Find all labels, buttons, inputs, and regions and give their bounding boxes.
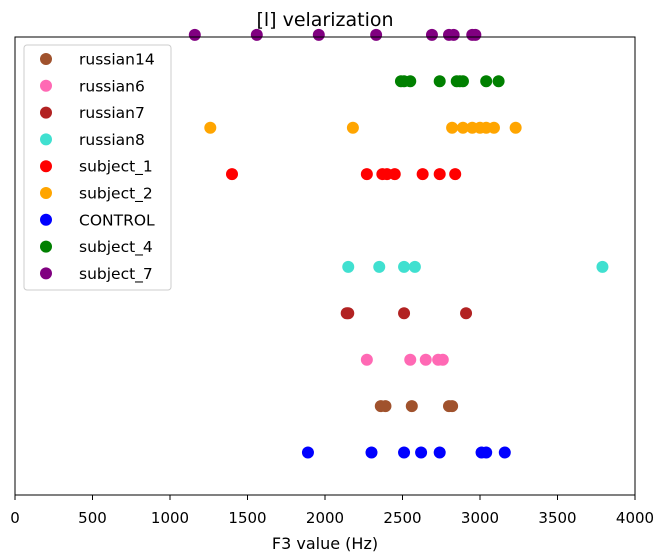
- data-point-subject-2-8: [509, 121, 522, 134]
- legend-label-control: CONTROL: [79, 211, 155, 229]
- x-tick-label-5: 2500: [383, 509, 421, 527]
- data-point-russian8-4: [596, 260, 609, 273]
- data-point-subject-7-4: [425, 28, 438, 41]
- legend-label-subject-2: subject_2: [79, 185, 153, 204]
- data-point-control-3: [415, 446, 428, 459]
- data-point-control-6: [480, 446, 493, 459]
- legend-marker-russian8: [40, 133, 52, 146]
- data-point-russian7-3: [460, 307, 473, 320]
- data-point-subject-1-6: [433, 168, 446, 181]
- data-point-russian6-1: [404, 353, 417, 366]
- data-point-subject-7-3: [370, 28, 383, 41]
- legend-label-russian8: russian8: [79, 131, 145, 149]
- data-point-russian8-1: [373, 260, 386, 273]
- x-tick-label-0: 0: [10, 509, 20, 527]
- x-tick-label-8: 4000: [616, 509, 654, 527]
- data-point-subject-4-2: [404, 75, 417, 88]
- data-point-russian8-2: [398, 260, 411, 273]
- legend-marker-subject-1: [40, 160, 52, 173]
- data-point-subject-7-8: [469, 28, 482, 41]
- legend-label-russian14: russian14: [79, 51, 155, 69]
- x-tick-label-1: 500: [78, 509, 107, 527]
- data-point-subject-4-3: [433, 75, 446, 88]
- data-point-subject-7-6: [447, 28, 460, 41]
- data-point-russian6-2: [419, 353, 432, 366]
- data-point-subject-4-7: [480, 75, 493, 88]
- data-point-subject-2-0: [204, 121, 217, 134]
- data-point-russian8-3: [408, 260, 421, 273]
- data-point-russian14-2: [405, 400, 418, 413]
- plot-frame: [14, 36, 636, 496]
- legend-label-russian7: russian7: [79, 104, 145, 122]
- data-point-control-4: [433, 446, 446, 459]
- data-points: [188, 28, 609, 459]
- legend-marker-russian6: [40, 79, 52, 92]
- x-tick-label-4: 2000: [306, 509, 344, 527]
- data-point-russian6-4: [436, 353, 449, 366]
- x-axis-label: F3 value (Hz): [272, 534, 378, 553]
- data-point-subject-1-1: [360, 168, 373, 181]
- data-point-subject-1-5: [416, 168, 429, 181]
- data-point-russian6-0: [360, 353, 373, 366]
- legend-frame: [23, 44, 172, 291]
- x-tick-label-6: 3000: [461, 509, 499, 527]
- legend-marker-russian14: [40, 53, 52, 65]
- legend-label-russian6: russian6: [79, 77, 145, 95]
- legend-marker-subject-7: [40, 267, 52, 280]
- legend-label-subject-7: subject_7: [79, 265, 153, 284]
- x-tick-label-7: 3500: [538, 509, 576, 527]
- data-point-control-7: [498, 446, 511, 459]
- data-point-control-2: [398, 446, 411, 459]
- data-point-subject-7-0: [188, 28, 201, 41]
- data-point-russian7-1: [342, 307, 355, 320]
- data-point-subject-2-7: [487, 121, 500, 134]
- data-point-russian14-1: [379, 400, 392, 413]
- legend-label-subject-1: subject_1: [79, 158, 153, 177]
- x-axis-ticks: 0 500 1000 1500 2000 2500 3000 3500 4000: [10, 495, 654, 527]
- chart-title: [l] velarization: [256, 9, 393, 31]
- data-point-control-0: [301, 446, 314, 459]
- x-tick-label-3: 1500: [228, 509, 266, 527]
- data-point-subject-7-2: [312, 28, 325, 41]
- legend-marker-russian7: [40, 106, 52, 119]
- data-point-control-1: [365, 446, 378, 459]
- legend-marker-subject-4: [40, 240, 52, 253]
- legend-label-subject-4: subject_4: [79, 238, 153, 257]
- legend: russian14 russian6 russian7 russian8 subject…: [23, 44, 172, 291]
- data-point-subject-1-0: [226, 168, 238, 181]
- data-point-russian7-2: [398, 307, 411, 320]
- data-point-subject-1-4: [388, 168, 401, 181]
- data-point-russian8-0: [342, 260, 355, 273]
- data-point-subject-1-7: [449, 168, 462, 181]
- x-tick-label-2: 1000: [151, 509, 189, 527]
- data-point-subject-2-1: [346, 121, 359, 134]
- data-point-subject-2-3: [456, 121, 469, 134]
- legend-marker-control: [40, 213, 52, 226]
- data-point-subject-4-6: [456, 75, 469, 88]
- data-point-russian14-4: [446, 400, 459, 413]
- data-point-subject-4-8: [492, 75, 505, 88]
- data-point-subject-7-1: [250, 28, 263, 41]
- legend-marker-subject-2: [40, 187, 52, 199]
- data-point-subject-2-2: [446, 121, 459, 134]
